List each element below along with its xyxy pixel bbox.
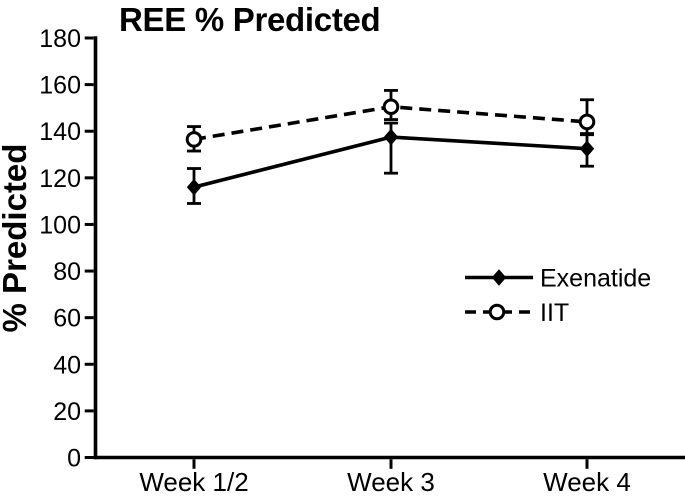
diamond-marker bbox=[383, 128, 399, 146]
x-tick-label-week-4: Week 4 bbox=[543, 467, 631, 497]
y-tick-label: 180 bbox=[39, 25, 81, 53]
legend-circle-marker-icon bbox=[488, 303, 506, 321]
legend: Exenatide IIT bbox=[465, 265, 651, 327]
y-tick-label: 120 bbox=[39, 165, 81, 193]
legend-diamond-marker-icon bbox=[491, 269, 507, 286]
y-tick-label: 80 bbox=[53, 258, 81, 286]
y-tick-label: 140 bbox=[39, 118, 81, 146]
circle-marker bbox=[382, 98, 400, 116]
legend-iit-label: IIT bbox=[540, 299, 569, 327]
y-tick-label: 60 bbox=[53, 305, 81, 333]
y-axis-label: % Predicted bbox=[0, 144, 33, 333]
y-tick-label: 100 bbox=[39, 211, 81, 239]
x-tick-label-week-1-2: Week 1/2 bbox=[139, 467, 248, 497]
y-tick-label: 40 bbox=[53, 351, 81, 379]
circle-marker bbox=[185, 131, 203, 148]
chart-title: REE % Predicted bbox=[119, 1, 380, 38]
y-tick-label: 0 bbox=[67, 445, 81, 473]
y-tick-label: 20 bbox=[53, 398, 81, 426]
diamond-marker bbox=[579, 140, 595, 158]
circle-marker bbox=[578, 113, 596, 131]
y-tick-label: 160 bbox=[39, 72, 81, 100]
plot-area: 0 20 40 60 80 100 120 140 160 180 bbox=[39, 25, 685, 473]
diamond-marker bbox=[186, 178, 202, 196]
x-tick-label-week-3: Week 3 bbox=[347, 467, 435, 497]
legend-exenatide-label: Exenatide bbox=[540, 265, 651, 293]
